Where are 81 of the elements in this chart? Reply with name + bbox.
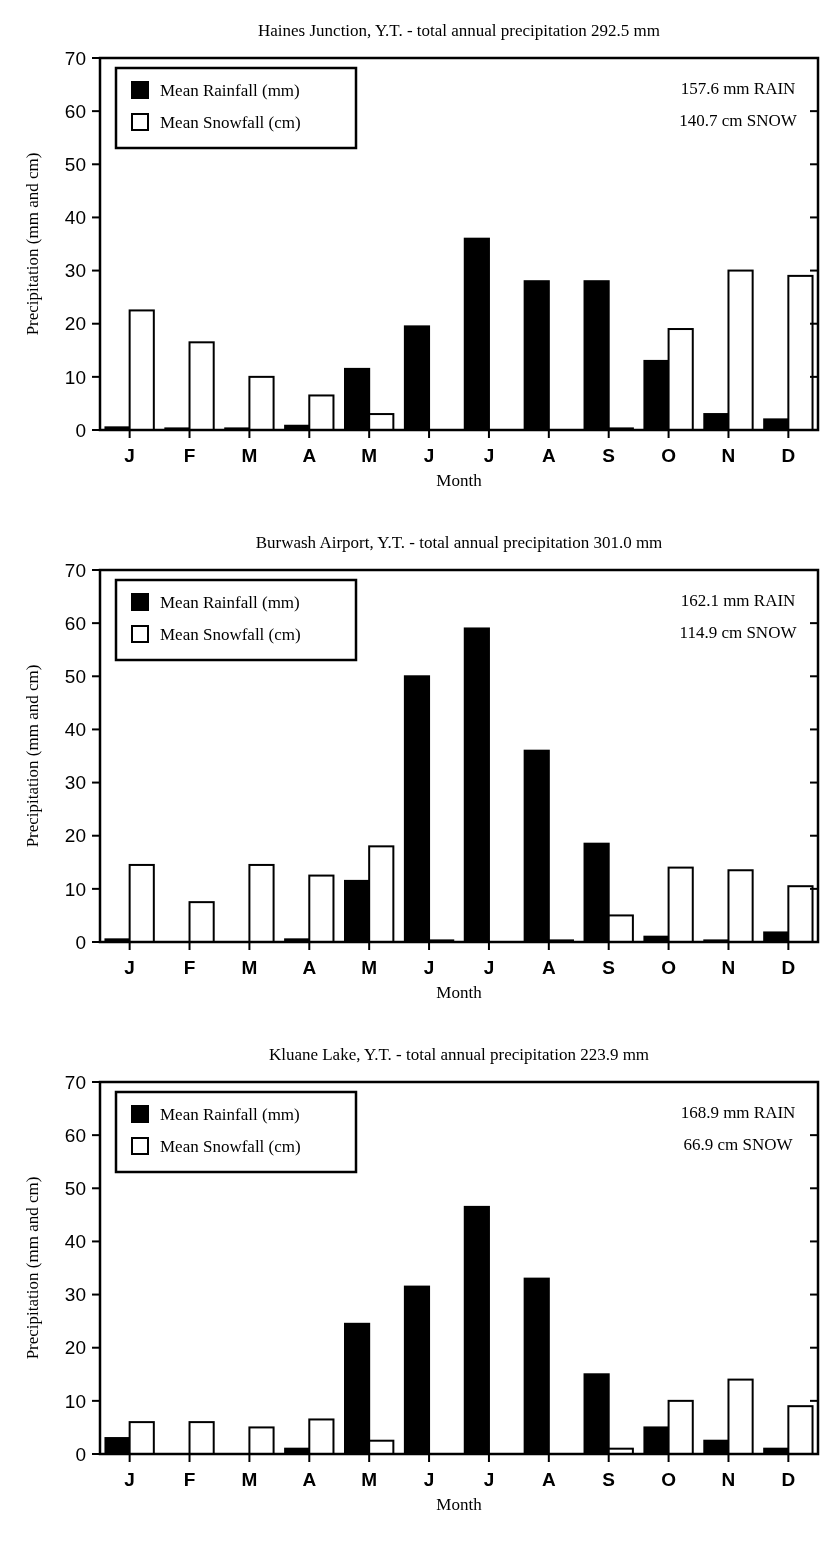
x-tick-label: J [423,1469,435,1490]
x-tick-label: A [541,445,556,466]
legend-label: Mean Snowfall (cm) [160,112,301,132]
x-tick-label: A [302,445,317,466]
x-tick-label: J [483,957,495,978]
x-tick-label: F [183,1469,196,1490]
annotation: 168.9 mm RAIN [680,1103,796,1122]
y-tick-label: 70 [64,1071,86,1093]
x-tick-label: S [602,957,616,978]
x-tick-label: D [781,445,796,466]
y-tick-label: 40 [64,207,86,229]
y-axis-title: Precipitation (mm and cm) [23,152,42,336]
annotation: 140.7 cm SNOW [679,111,798,130]
x-tick-label: M [361,957,378,978]
x-tick-label: M [361,445,378,466]
x-tick-label: S [602,1469,616,1490]
x-tick-label: J [124,1469,135,1490]
y-tick-label: 20 [64,1337,86,1359]
x-tick-label: A [302,1469,317,1490]
legend-label: Mean Snowfall (cm) [160,1136,301,1156]
x-tick-label: M [361,1469,378,1490]
y-tick-label: 50 [64,665,86,687]
y-tick-label: 70 [64,47,86,69]
chart-title: Kluane Lake, Y.T. - total annual precipitation 223.9 mm [268,1045,650,1064]
x-tick-label: O [661,957,676,978]
x-axis-title: Month [436,1495,483,1514]
legend-label: Mean Rainfall (mm) [160,592,300,612]
y-tick-label: 10 [64,366,86,388]
y-tick-label: 10 [64,1390,86,1412]
annotation: 114.9 cm SNOW [679,623,798,642]
x-tick-label: M [241,957,258,978]
x-axis-title: Month [436,471,483,490]
chart-title: Haines Junction, Y.T. - total annual precipitation 292.5 mm [258,21,660,40]
annotation: 162.1 mm RAIN [680,591,796,610]
x-tick-label: O [661,445,676,466]
y-tick-label: 0 [75,931,86,953]
y-tick-label: 70 [64,559,86,581]
y-tick-label: 30 [64,772,86,794]
x-tick-label: F [183,445,196,466]
x-tick-label: J [124,445,135,466]
x-axis-title: Month [436,983,483,1002]
y-tick-label: 0 [75,419,86,441]
x-tick-label: M [241,1469,258,1490]
x-tick-label: A [302,957,317,978]
y-tick-label: 20 [64,825,86,847]
y-tick-label: 0 [75,1443,86,1465]
y-tick-label: 40 [64,719,86,741]
y-tick-label: 60 [64,1124,86,1146]
y-tick-label: 60 [64,100,86,122]
x-tick-label: A [541,957,556,978]
x-tick-label: A [541,1469,556,1490]
y-tick-label: 50 [64,153,86,175]
annotation: 157.6 mm RAIN [680,79,796,98]
x-tick-label: S [602,445,616,466]
x-tick-label: D [781,957,796,978]
y-tick-label: 30 [64,1284,86,1306]
x-tick-label: N [721,1469,736,1490]
x-tick-label: J [423,445,435,466]
y-tick-label: 50 [64,1177,86,1199]
y-axis-title: Precipitation (mm and cm) [23,664,42,848]
x-tick-label: M [241,445,258,466]
y-tick-label: 20 [64,313,86,335]
y-tick-label: 60 [64,612,86,634]
legend-label: Mean Rainfall (mm) [160,1104,300,1124]
x-tick-label: J [423,957,435,978]
y-tick-label: 10 [64,878,86,900]
x-tick-label: J [483,445,495,466]
legend-label: Mean Rainfall (mm) [160,80,300,100]
x-tick-label: N [721,445,736,466]
legend-label: Mean Snowfall (cm) [160,624,301,644]
x-tick-label: F [183,957,196,978]
x-tick-label: O [661,1469,676,1490]
x-tick-label: J [124,957,135,978]
y-tick-label: 30 [64,260,86,282]
y-axis-title: Precipitation (mm and cm) [23,1176,42,1360]
x-tick-label: N [721,957,736,978]
x-tick-label: D [781,1469,796,1490]
annotation: 66.9 cm SNOW [683,1135,794,1154]
y-tick-label: 40 [64,1231,86,1253]
x-tick-label: J [483,1469,495,1490]
chart-title: Burwash Airport, Y.T. - total annual precipitation 301.0 mm [255,533,663,552]
